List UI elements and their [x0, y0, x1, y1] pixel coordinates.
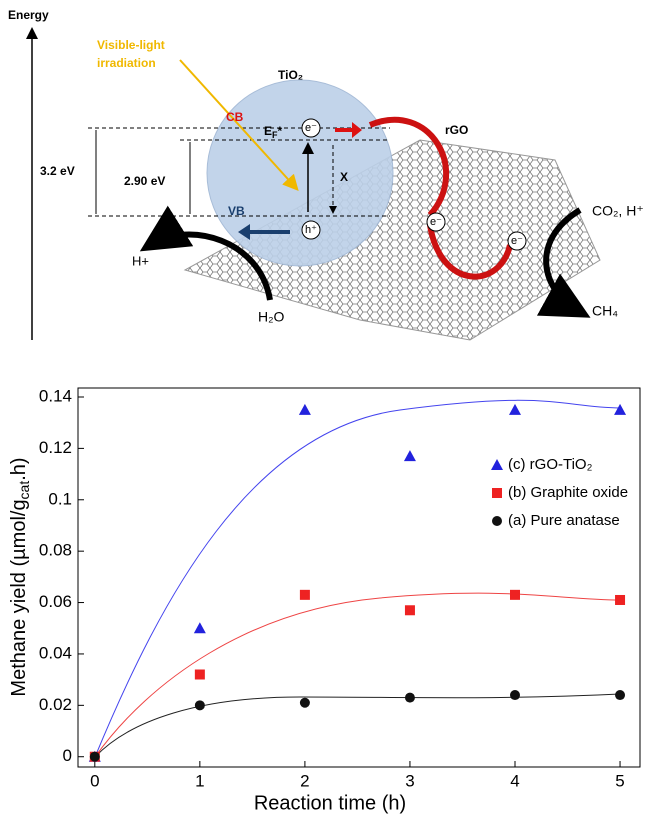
x-tick-label: 4: [510, 771, 519, 790]
point: [615, 690, 625, 700]
co2-label: CO₂, H⁺: [592, 203, 644, 219]
legend-label: (c) rGO-TiO₂: [508, 456, 593, 473]
x-tick-label: 3: [405, 771, 414, 790]
point: [404, 450, 416, 461]
tio2-sphere: [207, 80, 393, 266]
x-axis-title: Reaction time (h): [254, 792, 406, 814]
point: [195, 669, 205, 679]
point: [615, 595, 625, 605]
y-tick-label: 0.08: [39, 541, 72, 560]
diagram: Energy Visible-light irradiation TiO₂ CB…: [8, 8, 644, 340]
x-label: X: [340, 170, 348, 184]
point: [195, 700, 205, 710]
ef-main: E: [264, 124, 272, 138]
y-title-main: Methane yield (µmol/g: [8, 499, 30, 696]
electron-label: e⁻: [511, 235, 523, 247]
x-tick-label: 5: [615, 771, 624, 790]
light-label: irradiation: [97, 56, 156, 70]
electron-label: e⁻: [430, 216, 442, 228]
y-tick-label: 0: [63, 746, 72, 765]
legend-marker: [492, 516, 502, 526]
legend-label: (b) Graphite oxide: [508, 484, 628, 501]
y-axis-title: Methane yield (µmol/gcat.h): [8, 457, 31, 696]
gap-label: 2.90 eV: [124, 174, 165, 188]
x-tick-label: 2: [300, 771, 309, 790]
energy-label: Energy: [8, 8, 49, 22]
y-tick-label: 0.12: [39, 438, 72, 457]
figure: Energy Visible-light irradiation TiO₂ CB…: [0, 0, 647, 818]
x-tick-label: 0: [90, 771, 99, 790]
ef-star: *: [278, 124, 283, 138]
fit-curve: [95, 694, 620, 757]
point: [300, 698, 310, 708]
point: [405, 693, 415, 703]
vb-label: VB: [228, 204, 245, 218]
fit-curve: [95, 400, 620, 757]
point: [300, 590, 310, 600]
y-title-sub: cat: [16, 481, 32, 500]
chart: Reaction time (h) Methane yield (µmol/gc…: [8, 386, 640, 814]
point: [510, 590, 520, 600]
gap-label: 3.2 eV: [40, 164, 75, 178]
y-tick-label: 0.04: [39, 643, 72, 662]
cb-label: CB: [226, 110, 244, 124]
rgo-label: rGO: [445, 123, 468, 137]
y-tick-label: 0.14: [39, 386, 72, 405]
x-tick-label: 1: [195, 771, 204, 790]
hole-label: h⁺: [305, 224, 317, 236]
point: [299, 404, 311, 415]
y-title-end: .h): [8, 457, 30, 480]
point: [614, 404, 626, 415]
hplus-label: H+: [132, 253, 149, 268]
light-label: Visible-light: [97, 38, 165, 52]
point: [510, 690, 520, 700]
point: [90, 752, 100, 762]
tio2-label: TiO₂: [278, 68, 303, 82]
legend-label: (a) Pure anatase: [508, 512, 620, 529]
legend-marker: [491, 459, 503, 470]
point: [405, 605, 415, 615]
fit-curve: [95, 593, 620, 757]
y-tick-label: 0.1: [48, 489, 72, 508]
ch4-label: CH₄: [592, 303, 618, 319]
y-tick-label: 0.02: [39, 695, 72, 714]
electron-label: e⁻: [305, 122, 317, 134]
point: [509, 404, 521, 415]
y-tick-label: 0.06: [39, 592, 72, 611]
point: [194, 622, 206, 633]
legend-marker: [492, 488, 502, 498]
plot-frame: [78, 388, 640, 767]
h2o-label: H₂O: [258, 309, 285, 325]
